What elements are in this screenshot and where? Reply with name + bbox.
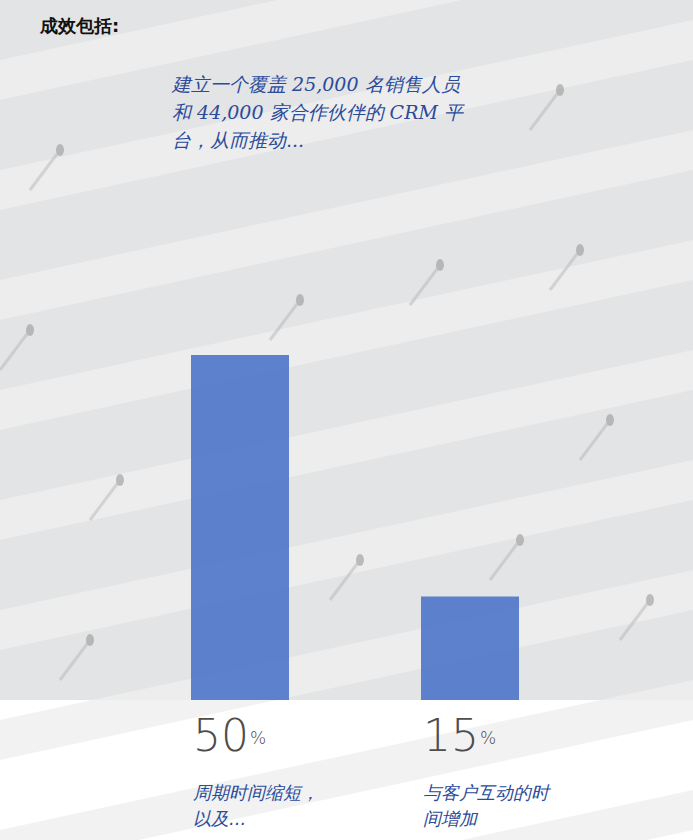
data-label: 50% — [193, 712, 266, 760]
bar — [191, 355, 289, 700]
photo-shadow — [0, 330, 30, 370]
photo-shadow — [60, 640, 90, 680]
bars — [191, 355, 519, 700]
photo-band — [0, 790, 693, 840]
photo-shadow — [410, 265, 440, 305]
photo-shadow — [490, 540, 520, 580]
photo-shadow — [330, 560, 360, 600]
photo-shadow — [530, 90, 560, 130]
category-label: 周期时间缩短，以及... — [193, 780, 333, 832]
chart-canvas — [0, 0, 693, 840]
data-label: 15% — [423, 712, 496, 760]
bar — [421, 597, 519, 701]
photo-shadow — [620, 600, 650, 640]
category-label: 与客户互动的时间增加 — [423, 780, 563, 832]
photo-shadow — [550, 250, 580, 290]
background — [0, 0, 693, 840]
photo-shadow — [580, 420, 610, 460]
photo-shadow — [30, 150, 60, 190]
photo-shadow — [90, 480, 120, 520]
subtitle: 建立一个覆盖 25,000 名销售人员和 44,000 家合作伙伴的 CRM 平… — [172, 70, 472, 154]
photo-shadow — [270, 300, 300, 340]
title: 成效包括: — [40, 14, 119, 38]
